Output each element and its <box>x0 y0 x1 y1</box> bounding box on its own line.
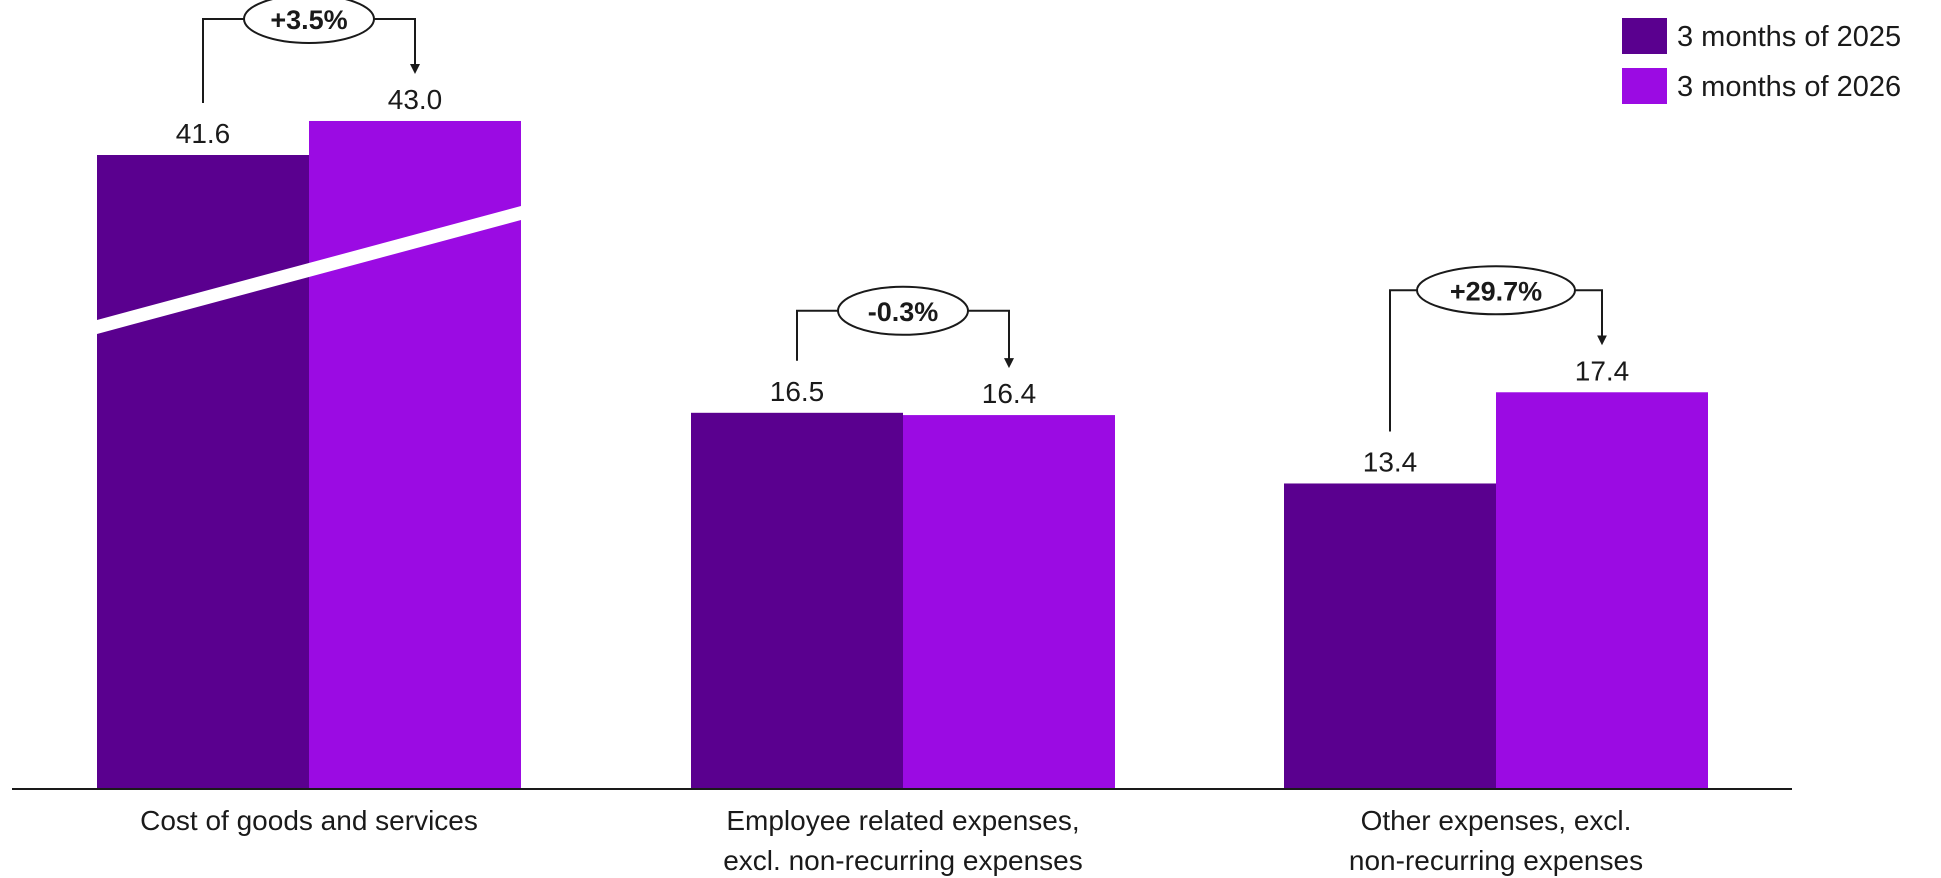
category-label-cat3-line2: non-recurring expenses <box>1349 845 1643 876</box>
value-label-series2-cat1: 43.0 <box>388 84 443 115</box>
bar-series1-cat2 <box>691 412 903 789</box>
change-oval-cat2 <box>837 285 969 336</box>
legend-label-series2: 3 months of 2026 <box>1677 71 1901 103</box>
value-labels-layer: 41.6 16.5 13.4 43.0 16.4 17.4 <box>176 84 1630 478</box>
bar-series1-cat1 <box>97 155 309 789</box>
change-label-cat3: +29.7% <box>1450 276 1542 306</box>
category-label-cat2-line2: excl. non-recurring expenses <box>723 845 1083 876</box>
value-label-series2-cat2: 16.4 <box>982 378 1037 409</box>
change-label-cat2: -0.3% <box>868 297 939 327</box>
bar-series2-cat3 <box>1496 392 1708 789</box>
bar-series1-cat3 <box>1284 483 1496 789</box>
legend-swatch-series1 <box>1622 18 1667 54</box>
bar-series2-cat1 <box>309 120 521 790</box>
value-label-series1-cat3: 13.4 <box>1363 446 1418 477</box>
bars-layer <box>97 120 1708 790</box>
category-label-cat1-line1: Cost of goods and services <box>140 805 478 836</box>
value-label-series1-cat1: 41.6 <box>176 118 231 149</box>
change-annotation-cat3: +29.7% <box>1389 265 1607 432</box>
category-label-cat3-line1: Other expenses, excl. <box>1361 805 1632 836</box>
legend: 3 months of 2025 3 months of 2026 <box>1622 18 1901 104</box>
value-label-series1-cat2: 16.5 <box>770 376 825 407</box>
category-label-cat2-line1: Employee related expenses, <box>726 805 1079 836</box>
legend-label-series1: 3 months of 2025 <box>1677 21 1901 53</box>
category-labels-layer: Cost of goods and services Employee relat… <box>140 805 1643 876</box>
change-oval-cat1 <box>243 0 375 44</box>
change-label-cat1: +3.5% <box>270 5 347 35</box>
legend-swatch-series2 <box>1622 68 1667 104</box>
change-annotations-layer: +3.5% -0.3% +29.7% <box>202 0 1607 432</box>
change-annotation-cat2: -0.3% <box>796 285 1014 369</box>
change-annotation-cat1: +3.5% <box>202 0 420 103</box>
bar-series2-cat2 <box>903 415 1115 789</box>
axis-break-stripe <box>97 206 521 334</box>
change-oval-cat3 <box>1416 265 1576 316</box>
value-label-series2-cat3: 17.4 <box>1575 355 1630 386</box>
